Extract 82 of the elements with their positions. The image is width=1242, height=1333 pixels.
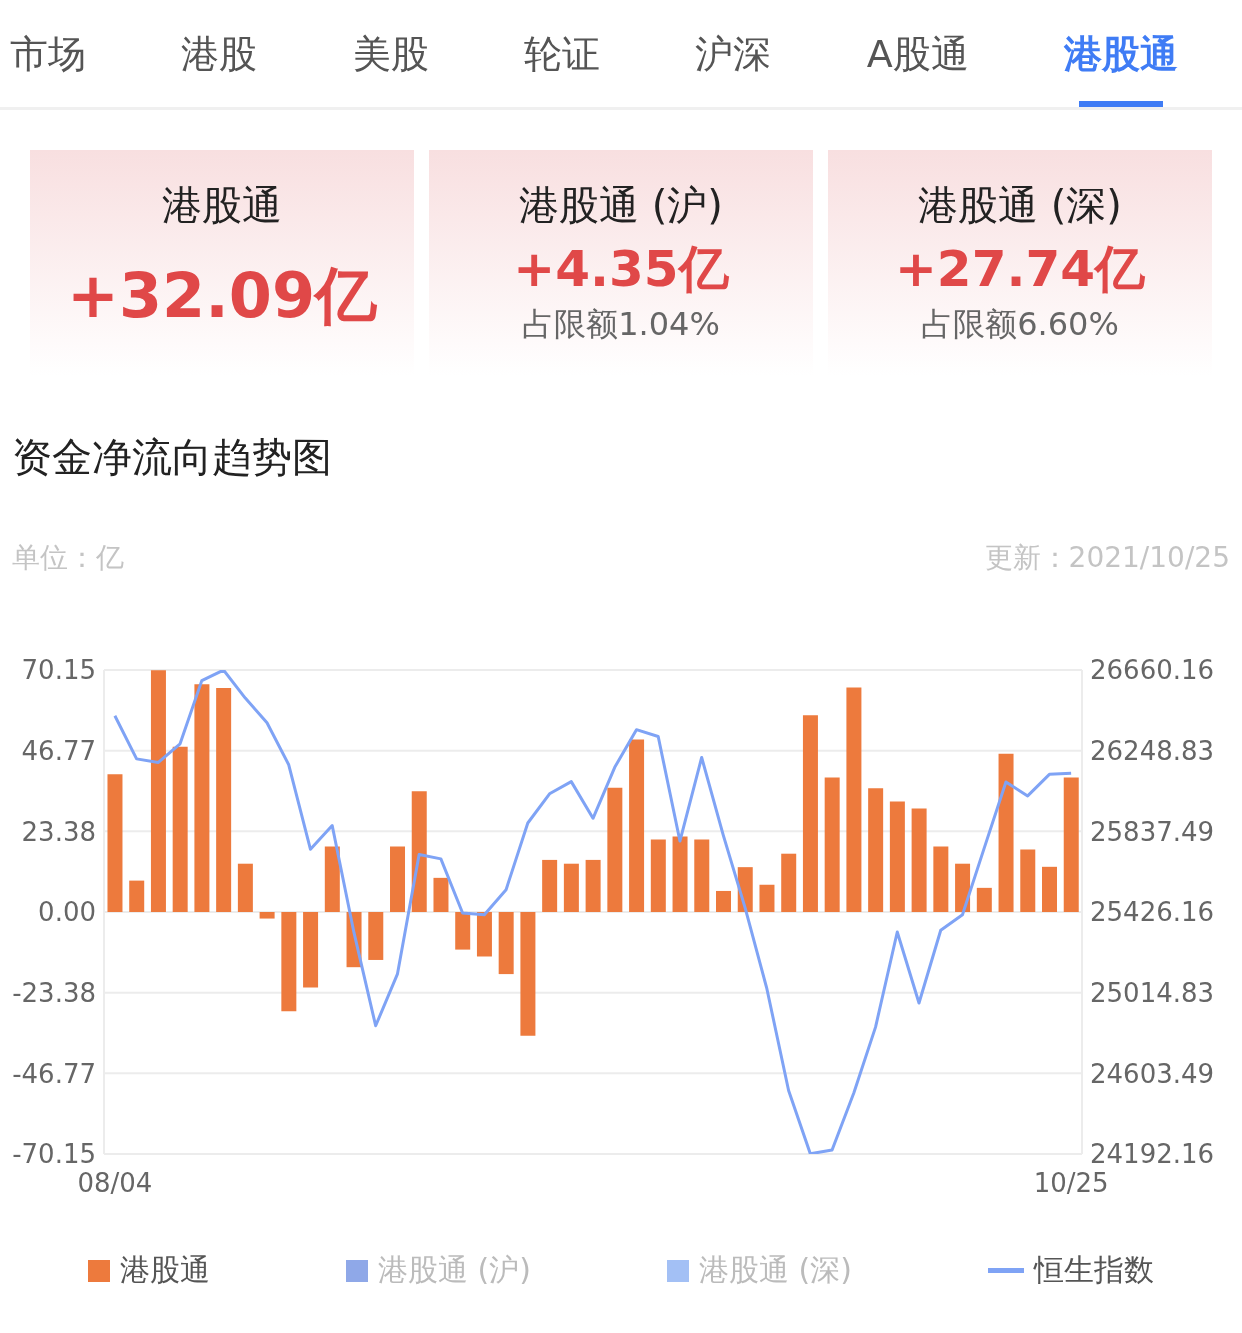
bar: [1063, 777, 1079, 912]
text: +4.35亿: [513, 239, 729, 300]
line-series: [113, 670, 1073, 1154]
y2-tick-label: 26660.16: [1090, 655, 1215, 686]
y-tick-label: 46.77: [21, 735, 96, 766]
text: 港股: [181, 31, 258, 77]
text: +27.74亿: [894, 239, 1146, 300]
y-tick-label: -23.38: [12, 977, 96, 1008]
bar: [476, 912, 492, 957]
bar: [781, 853, 797, 912]
text: 美股: [352, 31, 429, 77]
bar: [150, 670, 166, 912]
bar: [694, 839, 710, 912]
bar: [846, 687, 862, 912]
bar: [716, 890, 732, 912]
bar: [237, 863, 253, 912]
text: 港股通 (深): [918, 181, 1122, 230]
bar: [889, 801, 905, 912]
bar: [802, 715, 818, 912]
text: 沪深: [695, 31, 772, 77]
bar: [1042, 866, 1058, 912]
bar: [172, 746, 188, 912]
bar: [824, 777, 840, 912]
text: 轮证: [523, 31, 600, 77]
text: 港股通: [162, 181, 282, 230]
y-tick-label: -70.15: [12, 1139, 96, 1170]
bar: [563, 863, 579, 912]
bar: [607, 787, 623, 912]
y-axis-title: 单位：亿: [12, 540, 124, 576]
bar: [672, 836, 688, 912]
bar: [498, 912, 514, 975]
bar: [390, 846, 406, 912]
y2-tick-label: 24192.16: [1090, 1139, 1215, 1170]
bar: [455, 912, 471, 950]
text: 港股通: [1063, 31, 1178, 77]
bar: [433, 877, 449, 912]
legend-label: 港股通: [120, 1251, 210, 1289]
bar: [585, 859, 601, 912]
y-tick-label: -46.77: [12, 1058, 96, 1089]
y2-tick-label: 26248.83: [1090, 735, 1215, 766]
y-tick-label: 70.15: [21, 655, 96, 686]
bar: [868, 788, 884, 912]
y2-tick-label: 25014.83: [1090, 977, 1215, 1008]
bar: [259, 912, 275, 919]
bar: [368, 912, 384, 960]
legend-label: 恒生指数: [1033, 1251, 1154, 1289]
text: 港股通 (沪): [519, 181, 723, 230]
bar: [324, 846, 340, 912]
text: +32.09亿: [66, 258, 378, 334]
chart-title: 资金净流向趋势图: [11, 433, 333, 482]
y2-tick-label: 25426.16: [1090, 897, 1215, 928]
text: 市场: [10, 31, 86, 77]
bar: [303, 912, 319, 988]
bar: [650, 839, 666, 912]
x-tick-label: 10/25: [1033, 1168, 1109, 1199]
y-tick-label: 23.38: [21, 816, 96, 847]
text: 占限额6.60%: [921, 304, 1119, 344]
bar: [411, 791, 427, 912]
bar: [1020, 849, 1036, 912]
text: 更新：2021/10/25: [984, 541, 1230, 574]
y-tick-label: 0.00: [38, 897, 96, 928]
legend-label: 港股通 (沪): [378, 1251, 531, 1289]
bar: [976, 887, 992, 912]
x-tick-label: 08/04: [77, 1168, 153, 1199]
bar: [629, 739, 645, 912]
bar: [542, 859, 558, 912]
bar: [107, 774, 123, 912]
bar: [216, 688, 232, 912]
y2-tick-label: 24603.49: [1090, 1058, 1215, 1089]
y2-tick-label: 25837.49: [1090, 816, 1215, 847]
text: 占限额1.04%: [522, 304, 720, 344]
bar: [933, 846, 949, 912]
bar: [281, 912, 297, 1012]
text: A股通: [866, 31, 969, 77]
legend-label: 港股通 (深): [698, 1251, 852, 1289]
bar: [911, 808, 927, 912]
bar: [520, 912, 536, 1036]
bar: [194, 684, 210, 912]
bar: [998, 753, 1014, 912]
bar: [955, 863, 971, 912]
bar: [129, 880, 145, 912]
bar: [759, 884, 775, 912]
